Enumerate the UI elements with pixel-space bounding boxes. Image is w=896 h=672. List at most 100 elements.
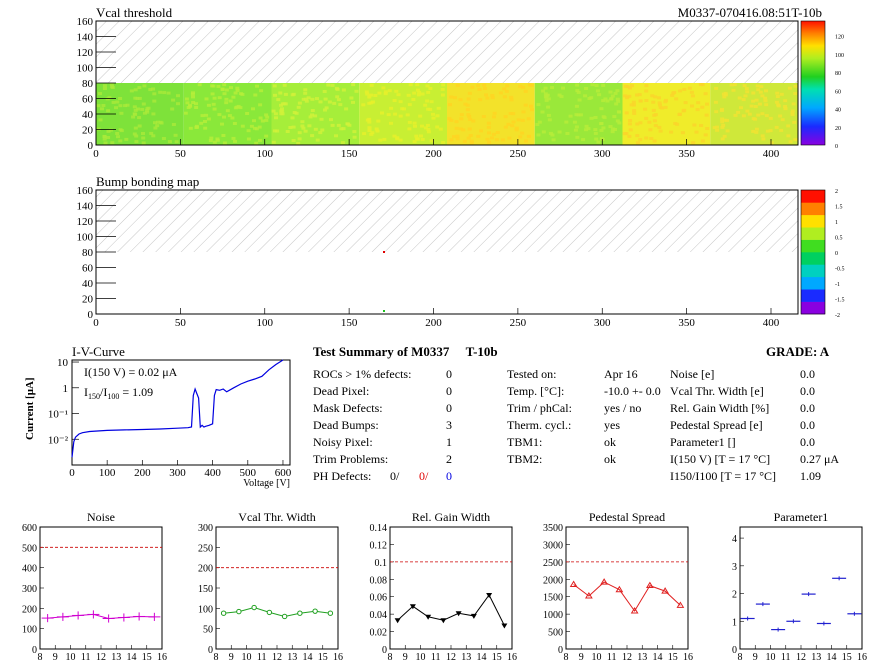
iv-x-tick-label: 100 [99,467,116,479]
pixel-noise [191,91,195,95]
data-point [661,587,670,594]
pixel-noise [714,86,719,90]
pixel-noise [377,91,382,95]
x-tick-label: 13 [287,652,297,663]
pixel-noise [506,122,511,126]
pixel-noise [476,134,481,138]
pixel-noise [352,130,357,134]
pixel-noise [273,112,278,116]
pixel-noise [448,103,452,107]
pixel-noise [601,115,606,119]
pixel-noise [481,115,486,118]
x-tick-label: 150 [341,317,358,329]
pixel-noise [720,117,725,121]
pixel-noise [586,127,591,131]
pixel-noise [118,128,123,132]
pixel-noise [577,98,582,102]
y-tick-label: 40 [82,278,94,290]
frame [739,526,863,650]
pixel-noise [575,89,580,93]
pixel-noise [498,91,503,95]
pixel-noise [758,90,763,94]
pixel-noise [133,108,138,112]
pixel-noise [523,89,528,93]
pixel-noise [757,102,762,106]
pixel-noise [491,132,496,136]
pixel-noise [455,83,460,87]
frame [389,526,513,650]
pixel-noise [327,100,332,104]
iv-x-tick-label: 200 [134,467,151,479]
pixel-noise [209,136,214,140]
pixel-noise [146,106,151,110]
pixel-noise [449,95,454,99]
pixel-noise [520,118,525,122]
y-tick-label: 3000 [543,540,563,551]
pixel-noise [760,94,765,98]
summary-right-value: 1.09 [800,469,821,483]
pixel-noise [211,102,216,106]
pixel-noise [608,90,613,94]
pixel-noise [545,93,550,97]
pixel-noise [110,141,115,145]
y-tick-label: 400 [22,564,37,575]
pixel-noise [173,133,178,137]
module-id-header: M0337-070416.08:51T-10b [678,5,822,20]
palette-band [801,214,825,228]
palette-band [801,252,825,265]
pixel-noise [417,90,422,94]
y-tick-label: 2500 [543,558,563,569]
pixel-noise [471,119,476,123]
pixel-noise [220,122,224,126]
data-point [486,592,493,598]
pixel-noise [455,137,460,141]
pixel-noise [272,84,277,88]
pixel-noise [613,128,617,131]
summary-right-value: 0.27 μA [800,452,840,466]
pixel-noise [780,118,785,122]
y-tick-label: 2000 [543,575,563,586]
pixel-noise [102,137,107,141]
pixel-noise [793,84,798,88]
pixel-noise [279,109,284,113]
pixel-noise [753,105,758,108]
y-tick-label: 100 [77,232,94,244]
y-tick-label: 40 [82,109,94,121]
pixel-noise [599,128,604,132]
x-tick-label: 9 [579,652,584,663]
y-tick-label: 500 [22,543,37,554]
pixel-noise [632,111,637,115]
pixel-noise [486,125,491,129]
pixel-noise [476,84,481,88]
pixel-noise [330,123,335,127]
pixel-noise [597,93,602,97]
data-point [312,608,318,614]
grade-label: GRADE: A [766,344,830,359]
x-tick-label: 8 [388,652,393,663]
pixel-noise [449,138,454,142]
pixel-noise [721,123,726,127]
map1-palette: 0 20 40 60 80 100 120 [800,20,844,150]
pixel-noise [583,94,588,98]
pixel-noise [188,103,192,107]
pixel-noise [224,101,229,105]
pixel-noise [546,97,551,101]
pixel-noise [114,106,118,110]
pixel-noise [741,114,746,118]
pixel-noise [550,86,555,90]
pixel-noise [407,120,412,124]
summary-left-value: 0 [446,367,452,381]
pixel-noise [601,99,606,103]
x-tick-label: 400 [763,317,780,329]
pixel-noise [462,139,467,143]
map2-palette: -2 -1.5 -1 -0.5 0 0.5 1 1.5 2 [800,189,845,319]
pixel-noise [102,135,107,138]
pixel-noise [351,100,355,104]
pixel-noise [194,124,199,128]
pixel-noise [518,84,523,88]
y-tick-label: 100 [22,625,37,636]
pixel-noise [669,130,674,134]
pixel-noise [765,129,770,133]
pixel-noise [296,105,301,109]
pixel-noise [628,128,633,132]
